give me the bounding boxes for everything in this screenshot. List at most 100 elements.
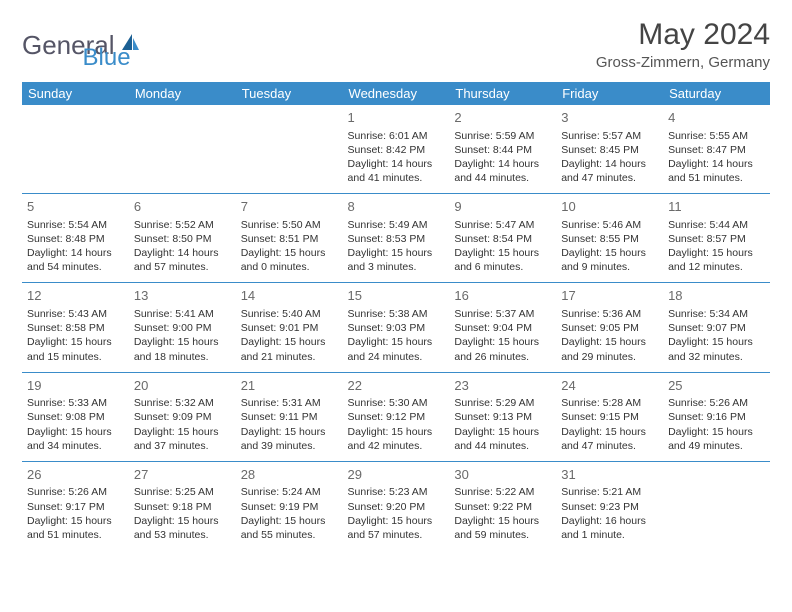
day-day2: and 18 minutes. [134,350,231,364]
day-day1: Daylight: 15 hours [668,335,765,349]
day-sunrise: Sunrise: 6:01 AM [348,129,445,143]
calendar-empty [663,461,770,550]
day-sunrise: Sunrise: 5:47 AM [454,218,551,232]
calendar-day: 8Sunrise: 5:49 AMSunset: 8:53 PMDaylight… [343,194,450,283]
day-day1: Daylight: 15 hours [668,246,765,260]
calendar-week: 12Sunrise: 5:43 AMSunset: 8:58 PMDayligh… [22,283,770,372]
day-number: 31 [561,466,658,484]
calendar-day: 17Sunrise: 5:36 AMSunset: 9:05 PMDayligh… [556,283,663,372]
day-number: 7 [241,198,338,216]
location: Gross-Zimmern, Germany [596,54,770,71]
day-sunrise: Sunrise: 5:43 AM [27,307,124,321]
day-sunset: Sunset: 8:54 PM [454,232,551,246]
day-day2: and 37 minutes. [134,439,231,453]
day-day2: and 51 minutes. [27,528,124,542]
day-sunrise: Sunrise: 5:41 AM [134,307,231,321]
day-day1: Daylight: 15 hours [27,425,124,439]
day-day2: and 34 minutes. [27,439,124,453]
calendar-day: 15Sunrise: 5:38 AMSunset: 9:03 PMDayligh… [343,283,450,372]
day-day2: and 44 minutes. [454,171,551,185]
day-number: 11 [668,198,765,216]
calendar-empty [236,105,343,194]
calendar-day: 18Sunrise: 5:34 AMSunset: 9:07 PMDayligh… [663,283,770,372]
day-day2: and 57 minutes. [134,260,231,274]
day-sunset: Sunset: 9:17 PM [27,500,124,514]
day-sunrise: Sunrise: 5:55 AM [668,129,765,143]
day-number: 8 [348,198,445,216]
calendar-day: 4Sunrise: 5:55 AMSunset: 8:47 PMDaylight… [663,105,770,194]
day-day2: and 51 minutes. [668,171,765,185]
calendar-day: 10Sunrise: 5:46 AMSunset: 8:55 PMDayligh… [556,194,663,283]
day-sunset: Sunset: 9:13 PM [454,410,551,424]
day-day2: and 42 minutes. [348,439,445,453]
logo: General Blue [22,18,131,72]
calendar-body: 1Sunrise: 6:01 AMSunset: 8:42 PMDaylight… [22,105,770,550]
logo-text-2: Blue [83,44,131,72]
day-day2: and 1 minute. [561,528,658,542]
day-day2: and 21 minutes. [241,350,338,364]
day-sunrise: Sunrise: 5:54 AM [27,218,124,232]
day-sunset: Sunset: 9:08 PM [27,410,124,424]
day-number: 26 [27,466,124,484]
calendar-empty [22,105,129,194]
day-number: 2 [454,109,551,127]
day-day1: Daylight: 15 hours [134,514,231,528]
day-number: 16 [454,287,551,305]
day-sunset: Sunset: 9:23 PM [561,500,658,514]
day-sunset: Sunset: 9:12 PM [348,410,445,424]
calendar-table: SundayMondayTuesdayWednesdayThursdayFrid… [22,82,770,550]
day-sunrise: Sunrise: 5:49 AM [348,218,445,232]
day-day2: and 57 minutes. [348,528,445,542]
day-day1: Daylight: 15 hours [668,425,765,439]
day-sunrise: Sunrise: 5:57 AM [561,129,658,143]
day-day2: and 44 minutes. [454,439,551,453]
day-sunset: Sunset: 8:45 PM [561,143,658,157]
calendar-day: 29Sunrise: 5:23 AMSunset: 9:20 PMDayligh… [343,461,450,550]
day-sunrise: Sunrise: 5:36 AM [561,307,658,321]
day-sunset: Sunset: 9:11 PM [241,410,338,424]
day-day2: and 29 minutes. [561,350,658,364]
day-sunset: Sunset: 8:53 PM [348,232,445,246]
day-day2: and 12 minutes. [668,260,765,274]
calendar-day: 6Sunrise: 5:52 AMSunset: 8:50 PMDaylight… [129,194,236,283]
day-day2: and 49 minutes. [668,439,765,453]
day-day2: and 26 minutes. [454,350,551,364]
day-number: 27 [134,466,231,484]
day-number: 14 [241,287,338,305]
day-day1: Daylight: 15 hours [241,246,338,260]
day-day1: Daylight: 14 hours [348,157,445,171]
calendar-day: 7Sunrise: 5:50 AMSunset: 8:51 PMDaylight… [236,194,343,283]
day-day1: Daylight: 15 hours [134,335,231,349]
day-sunrise: Sunrise: 5:24 AM [241,485,338,499]
calendar-day: 30Sunrise: 5:22 AMSunset: 9:22 PMDayligh… [449,461,556,550]
day-sunset: Sunset: 9:19 PM [241,500,338,514]
day-day1: Daylight: 14 hours [454,157,551,171]
day-sunset: Sunset: 8:55 PM [561,232,658,246]
calendar-day: 28Sunrise: 5:24 AMSunset: 9:19 PMDayligh… [236,461,343,550]
day-sunset: Sunset: 9:00 PM [134,321,231,335]
weekday-header: Saturday [663,82,770,105]
weekday-header: Tuesday [236,82,343,105]
day-day1: Daylight: 15 hours [241,425,338,439]
day-sunrise: Sunrise: 5:40 AM [241,307,338,321]
calendar-day: 3Sunrise: 5:57 AMSunset: 8:45 PMDaylight… [556,105,663,194]
day-sunrise: Sunrise: 5:29 AM [454,396,551,410]
day-day1: Daylight: 14 hours [561,157,658,171]
day-number: 28 [241,466,338,484]
day-day1: Daylight: 15 hours [348,335,445,349]
day-day1: Daylight: 14 hours [668,157,765,171]
day-number: 12 [27,287,124,305]
day-day1: Daylight: 15 hours [27,335,124,349]
day-day1: Daylight: 15 hours [134,425,231,439]
day-sunset: Sunset: 9:03 PM [348,321,445,335]
day-day2: and 47 minutes. [561,439,658,453]
day-day1: Daylight: 14 hours [27,246,124,260]
month-title: May 2024 [596,18,770,52]
day-number: 17 [561,287,658,305]
calendar-week: 19Sunrise: 5:33 AMSunset: 9:08 PMDayligh… [22,372,770,461]
day-sunset: Sunset: 8:57 PM [668,232,765,246]
calendar-day: 19Sunrise: 5:33 AMSunset: 9:08 PMDayligh… [22,372,129,461]
day-day1: Daylight: 15 hours [454,335,551,349]
calendar-day: 21Sunrise: 5:31 AMSunset: 9:11 PMDayligh… [236,372,343,461]
weekday-header: Thursday [449,82,556,105]
